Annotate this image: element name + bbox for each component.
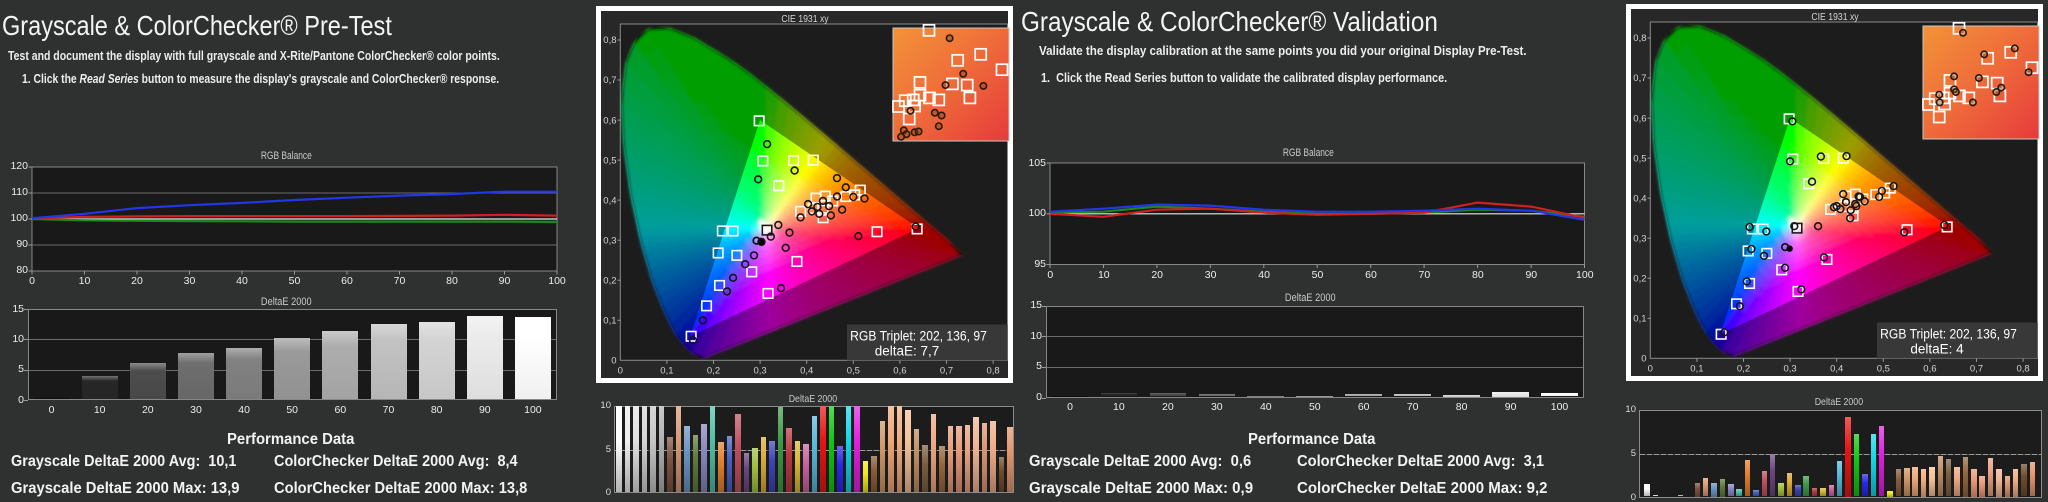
svg-text:0,6: 0,6 bbox=[893, 365, 906, 376]
svg-text:0,1: 0,1 bbox=[660, 365, 673, 376]
svg-text:CIE 1931 xy: CIE 1931 xy bbox=[1811, 11, 1858, 23]
svg-text:0,4: 0,4 bbox=[800, 365, 813, 376]
svg-text:deltaE: 7,7: deltaE: 7,7 bbox=[875, 344, 940, 359]
svg-text:0,8: 0,8 bbox=[603, 35, 616, 46]
svg-text:0,6: 0,6 bbox=[603, 115, 616, 126]
svg-text:0,8: 0,8 bbox=[986, 365, 999, 376]
svg-text:0,5: 0,5 bbox=[847, 365, 860, 376]
svg-text:0,1: 0,1 bbox=[603, 316, 616, 327]
svg-text:deltaE: 4: deltaE: 4 bbox=[1910, 342, 1964, 357]
svg-text:0,4: 0,4 bbox=[603, 195, 616, 206]
svg-text:0,7: 0,7 bbox=[940, 365, 953, 376]
svg-text:0: 0 bbox=[611, 356, 616, 367]
svg-text:0,3: 0,3 bbox=[753, 365, 766, 376]
svg-text:RGB Triplet: 202, 136, 97: RGB Triplet: 202, 136, 97 bbox=[1880, 326, 2017, 342]
svg-text:0: 0 bbox=[618, 365, 623, 376]
svg-text:0,5: 0,5 bbox=[603, 155, 616, 166]
svg-text:0,3: 0,3 bbox=[603, 235, 616, 246]
svg-text:0,7: 0,7 bbox=[603, 75, 616, 86]
svg-text:RGB Triplet: 202, 136, 97: RGB Triplet: 202, 136, 97 bbox=[850, 328, 987, 344]
svg-text:CIE 1931 xy: CIE 1931 xy bbox=[781, 13, 828, 25]
svg-text:0,2: 0,2 bbox=[603, 275, 616, 286]
svg-text:0,2: 0,2 bbox=[707, 365, 720, 376]
